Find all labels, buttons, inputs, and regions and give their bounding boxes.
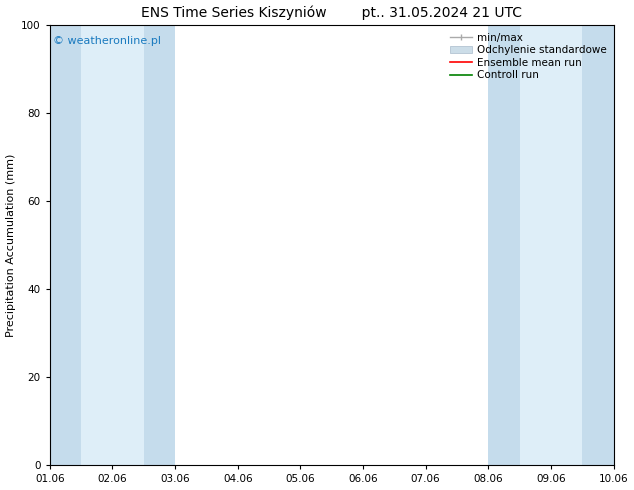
- Y-axis label: Precipitation Accumulation (mm): Precipitation Accumulation (mm): [6, 154, 16, 337]
- Legend: min/max, Odchylenie standardowe, Ensemble mean run, Controll run: min/max, Odchylenie standardowe, Ensembl…: [448, 30, 609, 83]
- Bar: [582, 25, 614, 466]
- Bar: [488, 25, 520, 466]
- Bar: [144, 25, 175, 466]
- Bar: [49, 25, 81, 466]
- Bar: [488, 25, 614, 466]
- Bar: [49, 25, 175, 466]
- Title: ENS Time Series Kiszyniów        pt.. 31.05.2024 21 UTC: ENS Time Series Kiszyniów pt.. 31.05.202…: [141, 5, 522, 20]
- Text: © weatheronline.pl: © weatheronline.pl: [53, 36, 160, 47]
